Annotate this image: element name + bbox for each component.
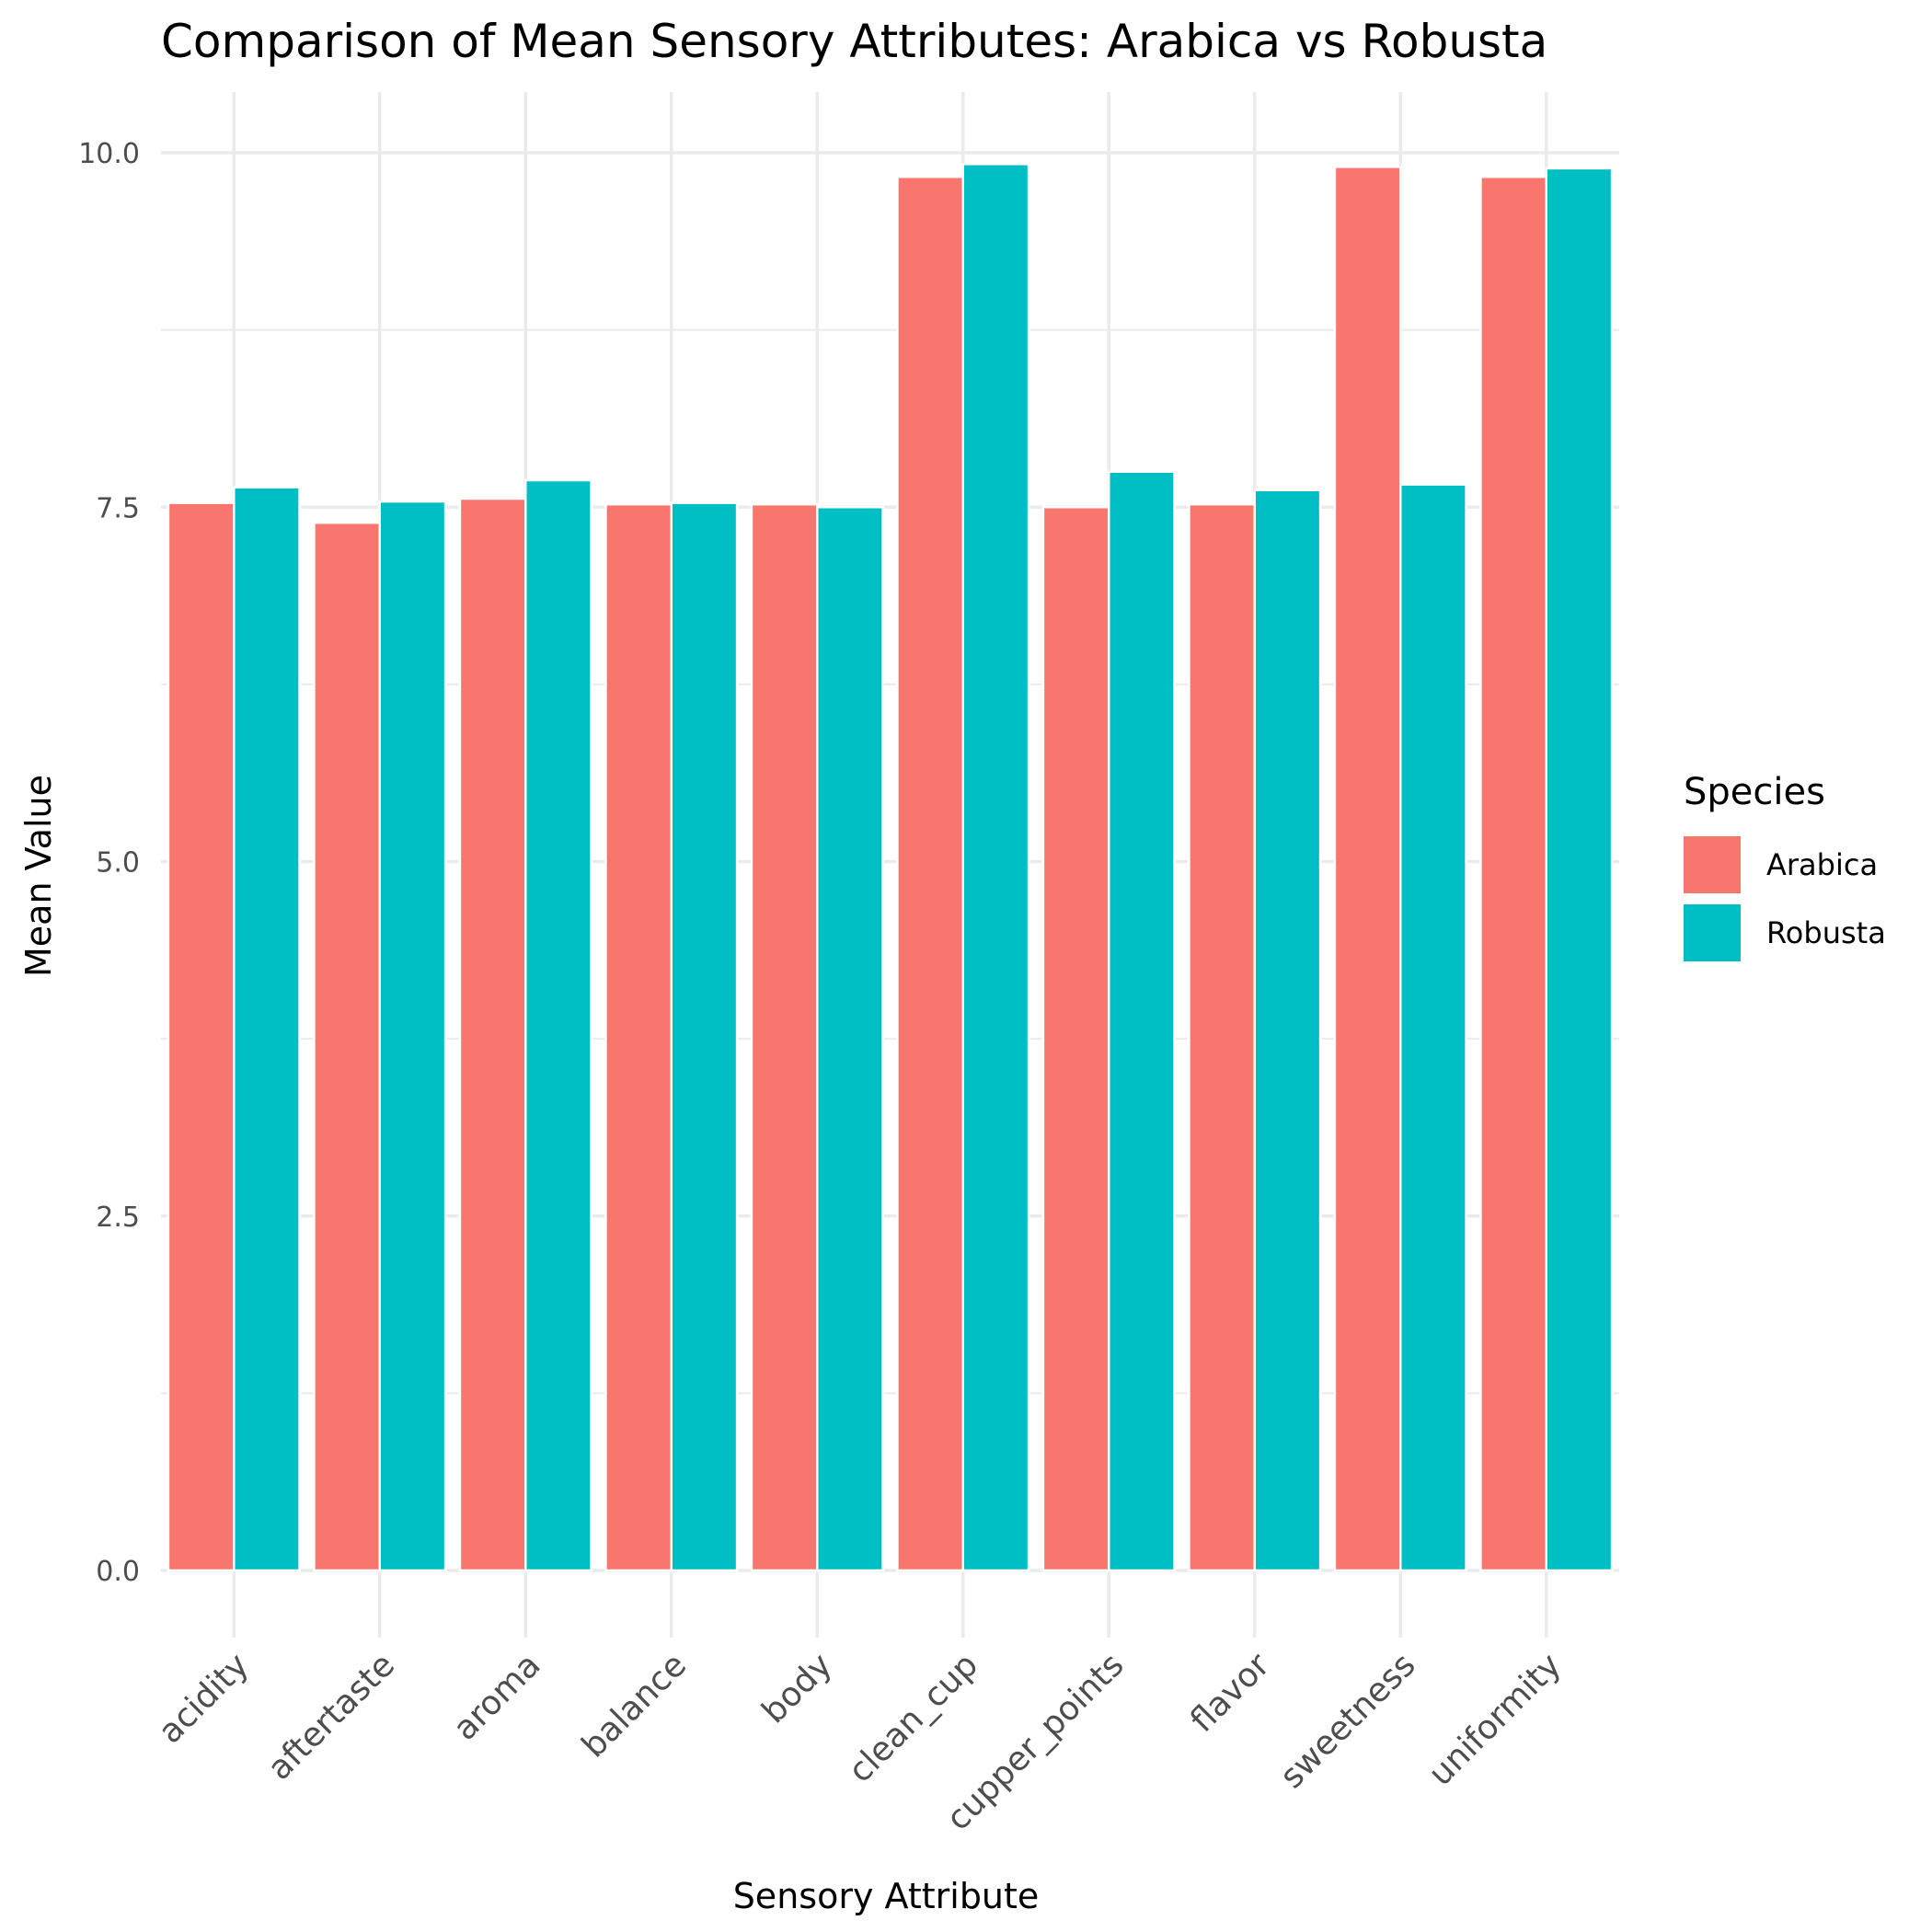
y-tick-label: 5.0 (96, 847, 140, 880)
bar-robusta-cupper_points (1108, 470, 1176, 1572)
bar-arabica-body (750, 502, 819, 1572)
legend-key-robusta (1684, 904, 1741, 961)
legend-key-arabica (1684, 836, 1741, 893)
x-tick-label: aftertaste (260, 1646, 402, 1788)
x-tick-label: uniformity (1421, 1646, 1569, 1793)
bar-robusta-balance (670, 501, 739, 1572)
bar-robusta-aroma (524, 478, 592, 1572)
x-tick-label: aroma (446, 1646, 547, 1747)
bar-arabica-clean_cup (896, 175, 964, 1572)
x-tick-label: balance (575, 1646, 694, 1765)
bar-robusta-body (816, 506, 884, 1572)
y-axis-title: Mean Value (18, 775, 59, 977)
x-tick-label: clean_cup (842, 1646, 985, 1789)
bar-arabica-flavor (1188, 502, 1257, 1572)
bar-robusta-uniformity (1545, 167, 1614, 1572)
bar-robusta-aftertaste (378, 500, 447, 1572)
bar-robusta-flavor (1253, 489, 1322, 1572)
bar-arabica-acidity (167, 501, 236, 1572)
x-tick-label: flavor (1183, 1646, 1277, 1740)
x-tick-label: sweetness (1273, 1646, 1423, 1796)
x-tick-labels: acidity aftertaste aroma balance body clean_c… (152, 1646, 1569, 1838)
bar-arabica-uniformity (1479, 175, 1548, 1572)
y-tick-label: 10.0 (78, 138, 140, 170)
bar-arabica-sweetness (1333, 166, 1402, 1572)
bar-arabica-aroma (458, 497, 527, 1572)
bars-group (167, 163, 1614, 1572)
legend-title: Species (1684, 771, 1825, 813)
chart-title: Comparison of Mean Sensory Attributes: A… (161, 15, 1547, 68)
y-tick-label: 0.0 (96, 1556, 140, 1588)
legend-label: Robusta (1766, 915, 1886, 950)
legend: Species Arabica Robusta (1684, 771, 1886, 961)
bar-arabica-cupper_points (1041, 506, 1110, 1572)
bar-arabica-aftertaste (313, 521, 381, 1572)
x-tick-label: body (755, 1646, 840, 1731)
y-tick-label: 7.5 (96, 492, 140, 524)
bar-arabica-balance (604, 502, 673, 1572)
y-tick-labels: 0.0 2.5 5.0 7.5 10.0 (78, 138, 140, 1588)
bar-robusta-sweetness (1399, 483, 1467, 1572)
x-tick-label: acidity (152, 1646, 257, 1751)
y-tick-label: 2.5 (96, 1202, 140, 1234)
bar-robusta-acidity (233, 486, 301, 1572)
legend-label: Arabica (1766, 847, 1878, 882)
x-axis-title: Sensory Attribute (733, 1876, 1040, 1916)
bar-robusta-clean_cup (961, 163, 1030, 1572)
